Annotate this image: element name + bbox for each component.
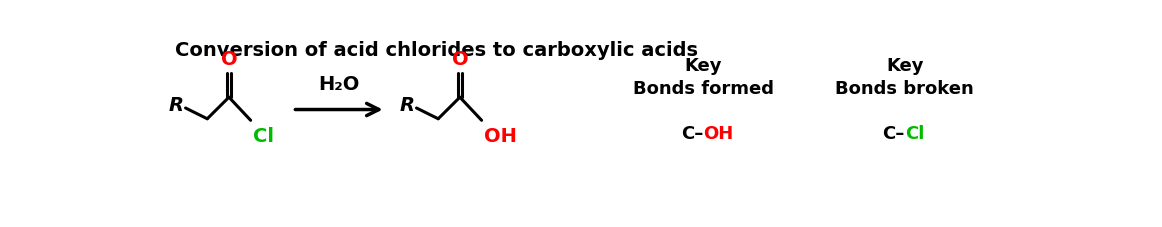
Text: Key: Key: [684, 57, 722, 74]
Text: Cl: Cl: [905, 124, 924, 142]
Text: C–: C–: [882, 124, 905, 142]
Text: H₂O: H₂O: [318, 74, 360, 93]
Text: OH: OH: [483, 126, 517, 145]
Text: C–: C–: [681, 124, 703, 142]
Text: O: O: [452, 50, 468, 69]
Text: Conversion of acid chlorides to carboxylic acids: Conversion of acid chlorides to carboxyl…: [174, 41, 697, 60]
Text: Bonds broken: Bonds broken: [835, 80, 974, 98]
Text: O: O: [221, 50, 237, 69]
Text: R: R: [168, 96, 184, 115]
Text: R: R: [400, 96, 414, 115]
Text: OH: OH: [703, 124, 733, 142]
Text: Bonds formed: Bonds formed: [633, 80, 774, 98]
Text: Key: Key: [885, 57, 924, 74]
Text: Cl: Cl: [253, 126, 274, 145]
